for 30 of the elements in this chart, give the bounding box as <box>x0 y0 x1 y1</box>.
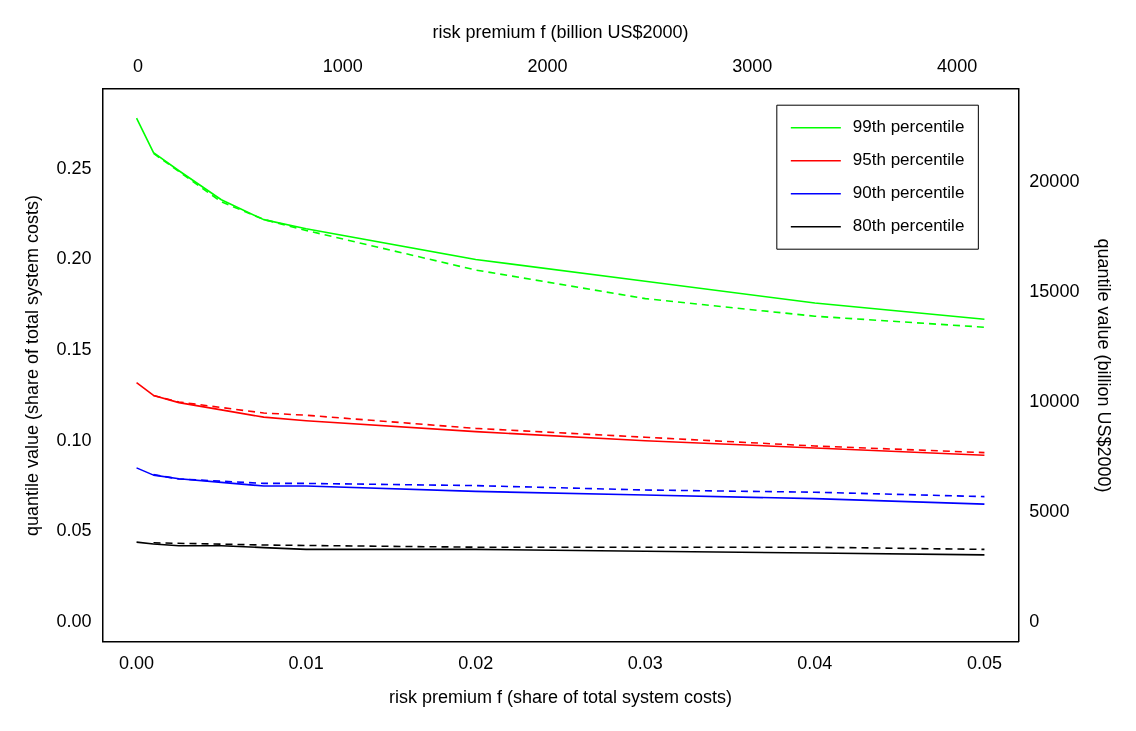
y-tick-label: 0.25 <box>56 157 92 178</box>
y2-tick-label: 20000 <box>1029 171 1080 191</box>
x2-tick-label: 1000 <box>322 56 363 77</box>
x2-tick-label: 2000 <box>527 56 568 77</box>
y2-tick-label: 0 <box>1029 610 1040 631</box>
x2-tick-label: 0 <box>133 56 144 77</box>
y2-tick-label: 10000 <box>1029 390 1080 411</box>
x-tick-label: 0.00 <box>119 652 155 673</box>
legend-label: 95th percentile <box>852 150 965 170</box>
legend-label: 99th percentile <box>852 117 965 137</box>
legend-label: 80th percentile <box>852 216 965 236</box>
y-tick-label: 0.05 <box>56 520 92 541</box>
y-tick-label: 0.15 <box>56 339 92 360</box>
x2-tick-label: 3000 <box>732 56 773 77</box>
x-tick-label: 0.03 <box>627 652 663 673</box>
x-tick-label: 0.05 <box>966 652 1002 673</box>
x-axis-title: risk premium f (share of total system costs) <box>388 687 733 708</box>
x2-tick-label: 4000 <box>937 56 978 77</box>
legend-label: 90th percentile <box>852 183 965 203</box>
x-tick-label: 0.02 <box>458 652 494 673</box>
y-axis-title: quantile value (share of total system costs) <box>21 194 42 537</box>
y-tick-label: 0.20 <box>56 248 92 269</box>
y2-tick-label: 15000 <box>1029 280 1080 301</box>
y-tick-label: 0.00 <box>56 610 92 631</box>
y2-axis-title: quantile value (billion US$2000) <box>1094 238 1115 493</box>
y2-tick-label: 5000 <box>1029 500 1070 521</box>
y-tick-label: 0.10 <box>56 429 92 450</box>
x2-axis-title: risk premium f (billion US$2000) <box>432 21 689 42</box>
x-tick-label: 0.01 <box>288 652 324 673</box>
x-tick-label: 0.04 <box>797 652 833 673</box>
